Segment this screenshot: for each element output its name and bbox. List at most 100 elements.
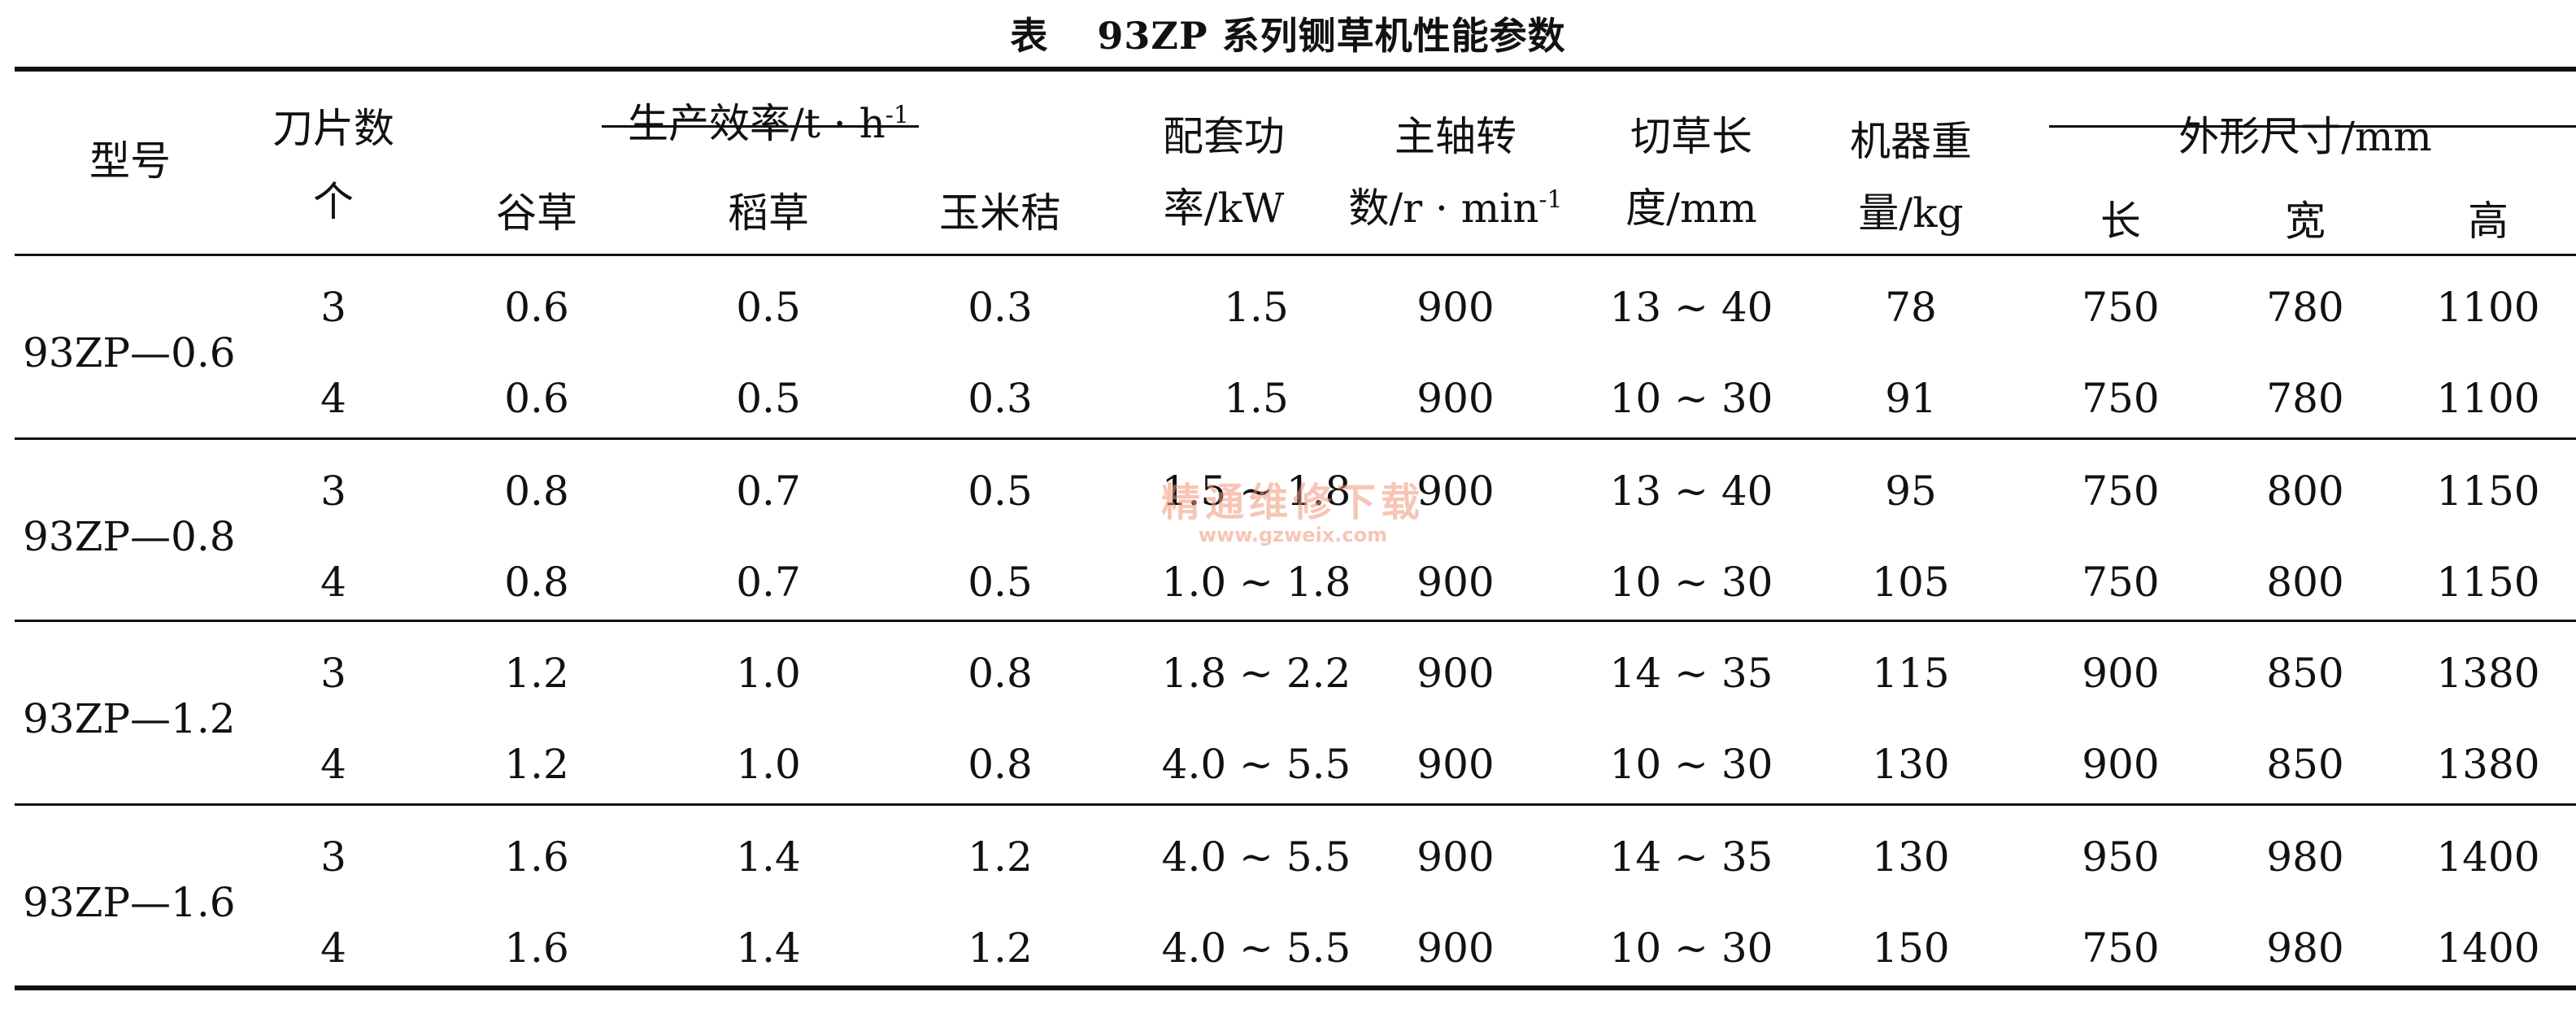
corn-stalk-cell: 0.8 — [968, 650, 1033, 697]
header-power-line1: 配套功 — [1163, 113, 1285, 160]
header-rule — [15, 254, 2576, 256]
weight-cell: 150 — [1872, 924, 1950, 972]
table-title-text: 93ZP 系列铡草机性能参数 — [1097, 14, 1566, 58]
length-cell: 750 — [2082, 924, 2160, 972]
corn-stalk-cell: 0.5 — [968, 468, 1033, 515]
millet-straw-cell: 0.8 — [504, 559, 569, 606]
header-rice-straw: 稻草 — [728, 189, 809, 237]
corn-stalk-cell: 1.2 — [968, 833, 1033, 881]
height-cell: 1380 — [2436, 650, 2540, 697]
corn-stalk-cell: 0.3 — [968, 284, 1033, 331]
header-speed-line1: 主轴转 — [1395, 113, 1516, 160]
height-cell: 1400 — [2436, 924, 2540, 972]
power-cell: 1.5 ~ 1.8 — [1161, 468, 1351, 515]
weight-cell: 130 — [1872, 833, 1950, 881]
weight-cell: 130 — [1872, 741, 1950, 788]
power-cell: 4.0 ~ 5.5 — [1161, 741, 1351, 788]
top-rule — [15, 67, 2576, 72]
length-cell: 750 — [2082, 375, 2160, 422]
height-cell: 1150 — [2436, 468, 2540, 515]
corn-stalk-cell: 0.8 — [968, 741, 1033, 788]
header-width: 宽 — [2285, 198, 2326, 245]
group-divider-3 — [15, 803, 2576, 806]
watermark-url: www.gzweix.com — [1198, 524, 1388, 546]
millet-straw-cell: 1.6 — [504, 924, 569, 972]
header-model: 型号 — [89, 137, 171, 185]
header-height: 高 — [2468, 198, 2509, 245]
spindle-speed-cell: 900 — [1416, 650, 1495, 697]
cut-length-cell: 13 ~ 40 — [1609, 284, 1773, 331]
header-cut-length-line2: 度/mm — [1625, 185, 1757, 232]
cut-length-cell: 13 ~ 40 — [1609, 468, 1773, 515]
cut-length-cell: 10 ~ 30 — [1609, 559, 1773, 606]
spindle-speed-cell: 900 — [1416, 468, 1495, 515]
width-cell: 980 — [2266, 833, 2344, 881]
header-blades-line2: 个 — [313, 178, 354, 225]
header-corn-stalk: 玉米秸 — [939, 189, 1061, 237]
header-length: 长 — [2100, 198, 2141, 245]
header-millet-straw: 谷草 — [496, 189, 577, 237]
model-cell: 93ZP—1.6 — [23, 879, 236, 926]
blade-count-cell: 3 — [320, 833, 346, 881]
power-cell: 1.8 ~ 2.2 — [1161, 650, 1351, 697]
rice-straw-cell: 1.0 — [736, 650, 801, 697]
length-cell: 750 — [2082, 284, 2160, 331]
header-efficiency: 生产效率/t · h-1 — [627, 100, 910, 147]
corn-stalk-cell: 0.3 — [968, 375, 1033, 422]
rice-straw-cell: 1.0 — [736, 741, 801, 788]
rice-straw-cell: 1.4 — [736, 924, 801, 972]
header-dimensions: 外形尺寸/mm — [2178, 113, 2432, 160]
header-power-line2: 率/kW — [1163, 185, 1285, 232]
millet-straw-cell: 0.6 — [504, 375, 569, 422]
dims-subrule — [2049, 125, 2576, 128]
millet-straw-cell: 1.6 — [504, 833, 569, 881]
model-cell: 93ZP—0.8 — [23, 513, 236, 560]
height-cell: 1400 — [2436, 833, 2540, 881]
length-cell: 900 — [2082, 741, 2160, 788]
header-cut-length-line1: 切草长 — [1630, 113, 1752, 160]
width-cell: 800 — [2266, 559, 2344, 606]
millet-straw-cell: 0.8 — [504, 468, 569, 515]
bottom-rule — [15, 985, 2576, 990]
header-speed-line2: 数/r · min-1 — [1348, 185, 1563, 232]
weight-cell: 115 — [1872, 650, 1950, 697]
rice-straw-cell: 0.7 — [736, 468, 801, 515]
length-cell: 900 — [2082, 650, 2160, 697]
spindle-speed-cell: 900 — [1416, 559, 1495, 606]
efficiency-subrule — [602, 125, 919, 128]
table-title-lead: 表 — [1010, 14, 1049, 58]
power-cell: 1.5 — [1224, 375, 1289, 422]
power-cell: 4.0 ~ 5.5 — [1161, 833, 1351, 881]
weight-cell: 105 — [1872, 559, 1950, 606]
width-cell: 850 — [2266, 650, 2344, 697]
cut-length-cell: 10 ~ 30 — [1609, 924, 1773, 972]
rice-straw-cell: 0.5 — [736, 375, 801, 422]
weight-cell: 95 — [1885, 468, 1937, 515]
rice-straw-cell: 1.4 — [736, 833, 801, 881]
group-divider-2 — [15, 620, 2576, 622]
millet-straw-cell: 1.2 — [504, 741, 569, 788]
rice-straw-cell: 0.7 — [736, 559, 801, 606]
spindle-speed-cell: 900 — [1416, 833, 1495, 881]
corn-stalk-cell: 1.2 — [968, 924, 1033, 972]
blade-count-cell: 3 — [320, 468, 346, 515]
model-cell: 93ZP—1.2 — [23, 695, 236, 742]
power-cell: 1.5 — [1224, 284, 1289, 331]
power-cell: 1.0 ~ 1.8 — [1161, 559, 1351, 606]
length-cell: 750 — [2082, 468, 2160, 515]
header-weight-line1: 机器重 — [1850, 118, 1972, 165]
millet-straw-cell: 0.6 — [504, 284, 569, 331]
weight-cell: 78 — [1885, 284, 1937, 331]
blade-count-cell: 4 — [320, 741, 346, 788]
blade-count-cell: 4 — [320, 375, 346, 422]
cut-length-cell: 10 ~ 30 — [1609, 741, 1773, 788]
header-weight-line2: 量/kg — [1858, 189, 1964, 237]
cut-length-cell: 14 ~ 35 — [1609, 833, 1773, 881]
spindle-speed-cell: 900 — [1416, 375, 1495, 422]
blade-count-cell: 4 — [320, 559, 346, 606]
corn-stalk-cell: 0.5 — [968, 559, 1033, 606]
width-cell: 850 — [2266, 741, 2344, 788]
group-divider-1 — [15, 437, 2576, 440]
cut-length-cell: 14 ~ 35 — [1609, 650, 1773, 697]
width-cell: 780 — [2266, 284, 2344, 331]
